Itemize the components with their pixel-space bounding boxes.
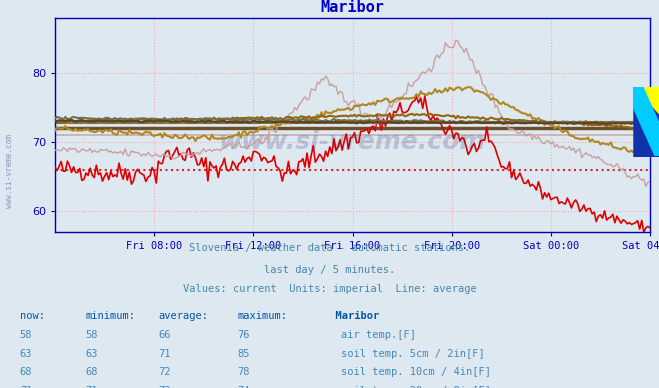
Text: 58: 58 [20, 330, 32, 340]
Text: 72: 72 [158, 367, 171, 377]
Text: maximum:: maximum: [237, 311, 287, 321]
Text: www.si-vreme.com: www.si-vreme.com [219, 130, 486, 154]
Text: soil temp. 10cm / 4in[F]: soil temp. 10cm / 4in[F] [341, 367, 492, 377]
Text: 58: 58 [86, 330, 98, 340]
Text: last day / 5 minutes.: last day / 5 minutes. [264, 265, 395, 275]
Text: 71: 71 [158, 348, 171, 359]
Text: www.si-vreme.com: www.si-vreme.com [5, 134, 14, 208]
Text: now:: now: [20, 311, 45, 321]
Text: 73: 73 [158, 386, 171, 388]
Polygon shape [624, 87, 659, 156]
Text: Values: current  Units: imperial  Line: average: Values: current Units: imperial Line: av… [183, 284, 476, 294]
Text: 71: 71 [86, 386, 98, 388]
Title: Maribor: Maribor [320, 0, 384, 16]
Text: 63: 63 [20, 348, 32, 359]
Text: 63: 63 [86, 348, 98, 359]
Text: 78: 78 [237, 367, 250, 377]
Text: Maribor: Maribor [323, 311, 379, 321]
Text: soil temp. 5cm / 2in[F]: soil temp. 5cm / 2in[F] [341, 348, 485, 359]
Text: Slovenia / weather data - automatic stations.: Slovenia / weather data - automatic stat… [189, 243, 470, 253]
Text: air temp.[F]: air temp.[F] [341, 330, 416, 340]
Text: soil temp. 20cm / 8in[F]: soil temp. 20cm / 8in[F] [341, 386, 492, 388]
Text: 76: 76 [237, 330, 250, 340]
Text: 85: 85 [237, 348, 250, 359]
Text: 68: 68 [20, 367, 32, 377]
Text: 71: 71 [20, 386, 32, 388]
Text: 74: 74 [237, 386, 250, 388]
Text: average:: average: [158, 311, 208, 321]
Text: 68: 68 [86, 367, 98, 377]
Text: 66: 66 [158, 330, 171, 340]
Text: minimum:: minimum: [86, 311, 136, 321]
